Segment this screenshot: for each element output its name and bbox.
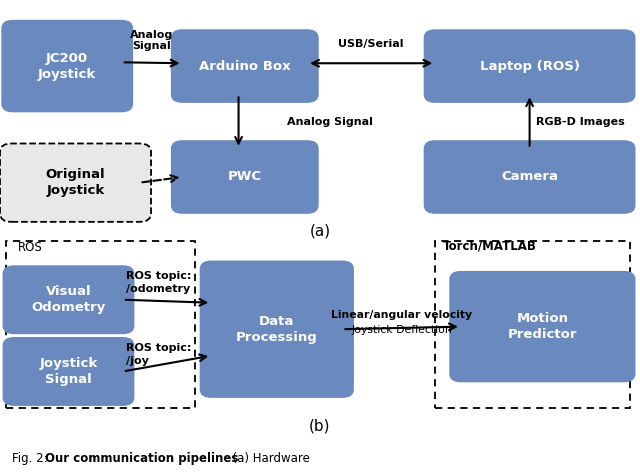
Text: Analog Signal: Analog Signal <box>287 117 372 126</box>
Text: /odometry: /odometry <box>126 284 190 295</box>
Bar <box>6 241 195 408</box>
Text: Laptop (ROS): Laptop (ROS) <box>479 59 580 73</box>
FancyBboxPatch shape <box>449 271 636 382</box>
Text: Joystick
Signal: Joystick Signal <box>39 357 98 386</box>
Text: ROS: ROS <box>18 241 43 254</box>
FancyBboxPatch shape <box>171 29 319 103</box>
Text: Arduino Box: Arduino Box <box>199 59 291 73</box>
Text: Torch/MATLAB: Torch/MATLAB <box>443 239 537 253</box>
Text: ROS topic:: ROS topic: <box>126 271 191 281</box>
Text: Linear/angular velocity: Linear/angular velocity <box>331 310 472 320</box>
Text: Our communication pipelines: Our communication pipelines <box>45 452 238 465</box>
Text: RGB-D Images: RGB-D Images <box>536 117 625 126</box>
FancyBboxPatch shape <box>171 140 319 214</box>
FancyBboxPatch shape <box>200 261 354 398</box>
Text: Visual
Odometry: Visual Odometry <box>31 285 106 314</box>
Text: Joystick Deflection: Joystick Deflection <box>351 325 452 335</box>
Text: JC200
Joystick: JC200 Joystick <box>38 51 97 81</box>
Text: Data
Processing: Data Processing <box>236 315 317 344</box>
Text: /joy: /joy <box>126 356 149 366</box>
Bar <box>435 241 630 408</box>
Text: Fig. 2:: Fig. 2: <box>12 452 51 465</box>
FancyBboxPatch shape <box>424 140 636 214</box>
Text: . (a) Hardware: . (a) Hardware <box>225 452 310 465</box>
Text: Camera: Camera <box>501 170 558 184</box>
FancyBboxPatch shape <box>3 337 134 406</box>
Text: (a): (a) <box>309 224 331 239</box>
Text: Original
Joystick: Original Joystick <box>45 168 106 197</box>
Text: Analog
Signal: Analog Signal <box>131 30 173 51</box>
FancyBboxPatch shape <box>3 265 134 334</box>
Text: Motion
Predictor: Motion Predictor <box>508 312 577 341</box>
FancyBboxPatch shape <box>0 143 151 222</box>
Text: PWC: PWC <box>228 170 262 184</box>
Text: USB/Serial: USB/Serial <box>339 39 404 50</box>
FancyBboxPatch shape <box>1 20 133 112</box>
Text: (b): (b) <box>309 418 331 433</box>
Text: ROS topic:: ROS topic: <box>126 343 191 353</box>
FancyBboxPatch shape <box>424 29 636 103</box>
